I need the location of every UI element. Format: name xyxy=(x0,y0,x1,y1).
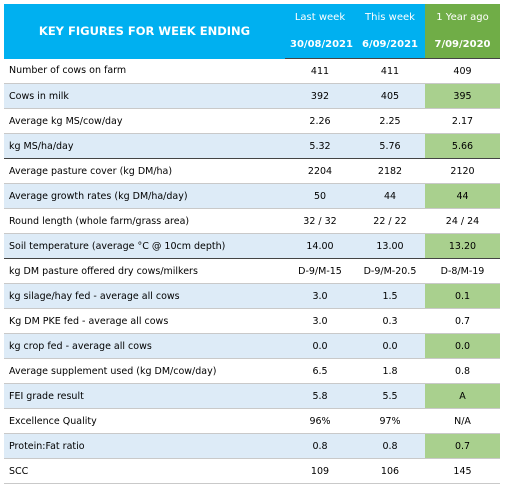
cell-value: 0.0 xyxy=(355,333,425,359)
table-row: Average kg MS/cow/day 2.26 2.25 2.17 xyxy=(4,108,500,134)
table-row: SCC 109 106 145 xyxy=(4,458,500,484)
row-label: kg silage/hay fed - average all cows xyxy=(4,283,285,309)
table-header: KEY FIGURES FOR WEEK ENDING Last week Th… xyxy=(4,4,500,59)
row-label: Protein:Fat ratio xyxy=(4,433,285,459)
cell-value: 3.0 xyxy=(285,308,355,334)
table-row: Number of cows on farm 411 411 409 xyxy=(4,58,500,84)
table-row: Kg DM PKE fed - average all cows 3.0 0.3 0.… xyxy=(4,308,500,334)
column-label: This week xyxy=(355,4,425,31)
cell-value: 13.00 xyxy=(355,233,425,259)
row-label: Average kg MS/cow/day xyxy=(4,108,285,134)
cell-value: 32 / 32 xyxy=(285,208,355,234)
row-label: kg MS/ha/day xyxy=(4,133,285,159)
table-row: Soil temperature (average °C @ 10cm dept… xyxy=(4,233,500,259)
column-date: 7/09/2020 xyxy=(425,31,500,59)
cell-value: 44 xyxy=(425,183,500,209)
column-label: Last week xyxy=(285,4,355,31)
cell-value: 3.0 xyxy=(285,283,355,309)
cell-value: 97% xyxy=(355,408,425,434)
cell-value: 0.8 xyxy=(355,433,425,459)
cell-value: 0.3 xyxy=(355,308,425,334)
cell-value: D-9/M-20.5 xyxy=(355,258,425,284)
cell-value: 2120 xyxy=(425,158,500,184)
cell-value: 411 xyxy=(355,58,425,84)
row-label: Average pasture cover (kg DM/ha) xyxy=(4,158,285,184)
row-label: Cows in milk xyxy=(4,83,285,109)
cell-value: 2204 xyxy=(285,158,355,184)
table-row: Average supplement used (kg DM/cow/day) 6… xyxy=(4,358,500,384)
cell-value: 2182 xyxy=(355,158,425,184)
cell-value: 0.7 xyxy=(425,433,500,459)
cell-value: 109 xyxy=(285,458,355,484)
cell-value: 2.26 xyxy=(285,108,355,134)
table-row: Protein:Fat ratio 0.8 0.8 0.7 xyxy=(4,433,500,459)
cell-value: 24 / 24 xyxy=(425,208,500,234)
header-row: 30/08/2021 6/09/2021 7/09/2020 xyxy=(4,31,500,59)
cell-value: 2.25 xyxy=(355,108,425,134)
table-row: Cows in milk 392 405 395 xyxy=(4,83,500,109)
key-figures-table: KEY FIGURES FOR WEEK ENDING Last week Th… xyxy=(4,4,500,484)
cell-value: 0.0 xyxy=(285,333,355,359)
cell-value: N/A xyxy=(425,408,500,434)
cell-value: 96% xyxy=(285,408,355,434)
row-label: Average supplement used (kg DM/cow/day) xyxy=(4,358,285,384)
row-label: kg crop fed - average all cows xyxy=(4,333,285,359)
cell-value: 395 xyxy=(425,83,500,109)
cell-value: 6.5 xyxy=(285,358,355,384)
row-label: FEI grade result xyxy=(4,383,285,409)
table-row: Round length (whole farm/grass area) 32 /… xyxy=(4,208,500,234)
cell-value: 106 xyxy=(355,458,425,484)
table-row: kg crop fed - average all cows 0.0 0.0 0.0 xyxy=(4,333,500,359)
row-label: Average growth rates (kg DM/ha/day) xyxy=(4,183,285,209)
cell-value: 5.8 xyxy=(285,383,355,409)
cell-value: 5.76 xyxy=(355,133,425,159)
cell-value: 0.7 xyxy=(425,308,500,334)
cell-value: 22 / 22 xyxy=(355,208,425,234)
table-row: kg silage/hay fed - average all cows 3.0 1… xyxy=(4,283,500,309)
cell-value: 2.17 xyxy=(425,108,500,134)
cell-value: 14.00 xyxy=(285,233,355,259)
table-row: Average growth rates (kg DM/ha/day) 50 44 4… xyxy=(4,183,500,209)
cell-value: 5.32 xyxy=(285,133,355,159)
row-label: SCC xyxy=(4,458,285,484)
header-row: KEY FIGURES FOR WEEK ENDING Last week Th… xyxy=(4,4,500,59)
column-label: 1 Year ago xyxy=(425,4,500,31)
cell-value: D-9/M-15 xyxy=(285,258,355,284)
cell-value: A xyxy=(425,383,500,409)
cell-value: 50 xyxy=(285,183,355,209)
row-label: Round length (whole farm/grass area) xyxy=(4,208,285,234)
cell-value: 5.5 xyxy=(355,383,425,409)
column-date: 6/09/2021 xyxy=(355,31,425,59)
row-label: Kg DM PKE fed - average all cows xyxy=(4,308,285,334)
cell-value: 411 xyxy=(285,58,355,84)
table-row: kg MS/ha/day 5.32 5.76 5.66 xyxy=(4,133,500,159)
row-label: Number of cows on farm xyxy=(4,58,285,84)
row-label: Soil temperature (average °C @ 10cm dept… xyxy=(4,233,285,259)
row-label: Excellence Quality xyxy=(4,408,285,434)
cell-value: 44 xyxy=(355,183,425,209)
table-row: Average pasture cover (kg DM/ha) 2204 2182… xyxy=(4,158,500,184)
cell-value: 0.8 xyxy=(425,358,500,384)
cell-value: 0.0 xyxy=(425,333,500,359)
cell-value: 392 xyxy=(285,83,355,109)
row-label: kg DM pasture offered dry cows/milkers xyxy=(4,258,285,284)
table-title: KEY FIGURES FOR WEEK ENDING xyxy=(4,4,285,59)
cell-value: 145 xyxy=(425,458,500,484)
cell-value: 409 xyxy=(425,58,500,84)
cell-value: 405 xyxy=(355,83,425,109)
cell-value: 1.8 xyxy=(355,358,425,384)
cell-value: 0.1 xyxy=(425,283,500,309)
table-body: Number of cows on farm 411 411 409 Cows in m… xyxy=(4,58,500,484)
table-row: kg DM pasture offered dry cows/milkers D-… xyxy=(4,258,500,284)
cell-value: 5.66 xyxy=(425,133,500,159)
table-row: FEI grade result 5.8 5.5 A xyxy=(4,383,500,409)
cell-value: 0.8 xyxy=(285,433,355,459)
cell-value: D-8/M-19 xyxy=(425,258,500,284)
cell-value: 13.20 xyxy=(425,233,500,259)
column-date: 30/08/2021 xyxy=(285,31,355,59)
cell-value: 1.5 xyxy=(355,283,425,309)
table-row: Excellence Quality 96% 97% N/A xyxy=(4,408,500,434)
